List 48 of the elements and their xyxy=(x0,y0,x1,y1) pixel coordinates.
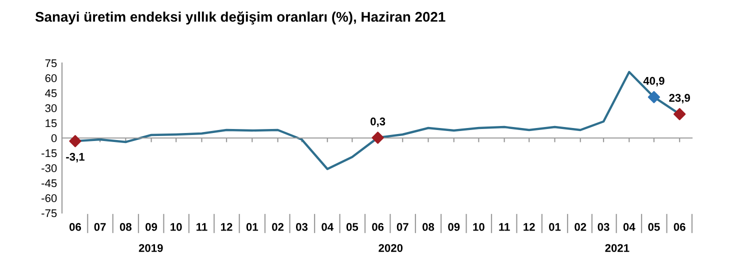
text: 2021 xyxy=(605,244,630,252)
y-tick-label: 30 xyxy=(45,104,57,112)
x-tick-label: 06 xyxy=(69,223,82,231)
x-tick-label: 11 xyxy=(499,223,510,231)
x-tick-label: 03 xyxy=(598,223,610,231)
y-tick-label: 0 xyxy=(51,134,57,142)
x-tick-label: 06 xyxy=(674,223,686,231)
y-tick-label: -45 xyxy=(42,179,57,188)
y-tick-label: -60 xyxy=(42,194,57,202)
x-tick-label: 09 xyxy=(448,223,460,231)
x-tick-label: 04 xyxy=(322,223,334,231)
chart-title: Sanayi üretim endeksi yıllık değişim oranları (%), Haziran 2021 xyxy=(35,11,446,25)
data-label: 40,9 xyxy=(643,76,664,86)
x-tick-label: 02 xyxy=(272,223,284,231)
x-tick-label: 11 xyxy=(196,223,208,231)
x-tick-label: 07 xyxy=(94,223,106,231)
x-tick-label: 02 xyxy=(574,223,586,231)
data-label: -3,1 xyxy=(66,152,84,162)
y-tick-label: -15 xyxy=(42,149,57,158)
point xyxy=(648,91,660,104)
x-tick-label: 03 xyxy=(296,223,308,231)
y-tick-label: 75 xyxy=(45,59,57,68)
x-tick-label: 07 xyxy=(396,223,408,231)
y-tick-label: 45 xyxy=(45,89,57,98)
text: 2020 xyxy=(378,244,403,252)
y-tick-label: -75 xyxy=(42,209,57,218)
x-tick-label: 01 xyxy=(549,223,561,231)
x-tick-label: 10 xyxy=(170,223,182,231)
x-tick-label: 09 xyxy=(146,223,158,231)
x-tick-label: 06 xyxy=(372,223,384,231)
point xyxy=(674,108,686,120)
point xyxy=(372,132,384,144)
text: 2019 xyxy=(138,244,163,252)
x-tick-label: 08 xyxy=(120,223,132,231)
x-tick-label: 12 xyxy=(524,223,535,231)
x-tick-label: 12 xyxy=(221,223,232,231)
x-tick-label: 08 xyxy=(422,223,434,231)
y-tick-label: 15 xyxy=(46,119,57,128)
y-tick-label: 60 xyxy=(45,74,57,82)
data-label: 23,9 xyxy=(669,94,690,104)
data-label: 0,3 xyxy=(370,118,386,128)
x-tick-label: 05 xyxy=(648,223,660,231)
x-tick-label: 01 xyxy=(246,223,258,231)
x-tick-label: 04 xyxy=(623,223,636,231)
x-tick-label: 05 xyxy=(346,223,358,231)
y-tick-label: -30 xyxy=(42,164,57,172)
x-tick-label: 10 xyxy=(473,223,484,231)
point xyxy=(69,135,82,148)
